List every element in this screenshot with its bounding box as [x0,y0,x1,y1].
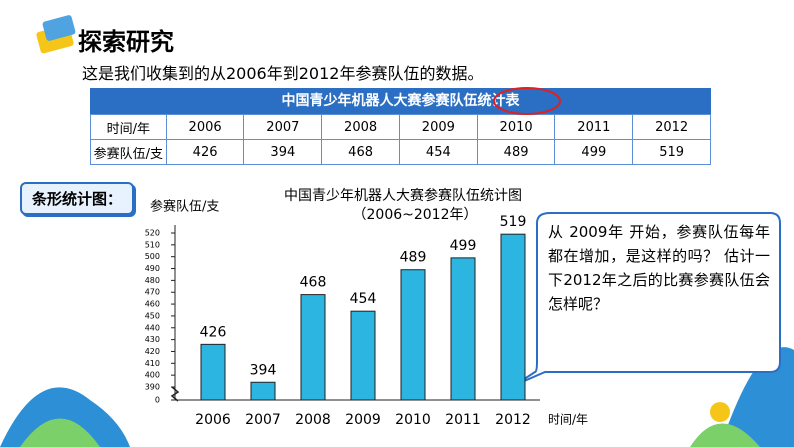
table-cell: 2006 [165,114,245,140]
bar [200,343,226,401]
table-cell: 2007 [243,114,323,140]
y-tick-label: 0 [155,396,160,405]
intro: 这是我们收集到的从2006年到2012年参赛队伍的数据。 [82,64,484,83]
data-label: 519 [500,214,527,230]
table-cell: 参赛队伍/支 [90,139,167,165]
tag: 条形统计图： [20,182,135,215]
data-label: 454 [350,291,377,307]
y-tick-label: 510 [145,240,160,249]
bar [400,269,426,401]
chart-title: 中国青少年机器人大赛参赛队伍统计图 [284,187,522,204]
y-tick-label: 520 [145,229,160,238]
data-label: 468 [300,275,327,291]
y-tick-label: 480 [145,276,160,285]
table-cell: 2011 [554,114,634,140]
bar [450,257,476,401]
x-tick-label: 2012 [495,412,531,428]
data-label: 426 [200,324,227,340]
table-cell: 时间/年 [90,114,167,140]
data-label: 394 [250,362,277,378]
x-tick-label: 2008 [295,412,331,428]
y-tick-label: 470 [145,288,160,297]
bar [300,294,326,401]
y-tick-label: 500 [145,252,160,261]
table-title: 中国青少年机器人大赛参赛队伍统计表 [90,88,711,114]
speech-bubble: 从 2009年 开始，参赛队伍每年都在增加，是这样的吗？ 估计一下2012年之后… [548,223,770,313]
x-tick-label: 2009 [345,412,381,428]
y-tick-label: 460 [145,300,160,309]
x-tick-label: 2010 [395,412,431,428]
y-tick-label: 440 [145,323,160,332]
y-tick-label: 450 [145,311,160,320]
heading: 探索研究 [78,28,174,56]
table: 时间/年 2006 2007 2008 2009 2010 2011 2012 参赛队伍/支 42… [90,114,711,165]
table-cell: 394 [243,139,323,165]
y-tick-label: 490 [145,264,160,273]
table-cell: 519 [632,139,711,165]
table-cell: 489 [476,139,556,165]
x-tick-label: 2006 [195,412,231,428]
y-axis-label: 参赛队伍/支 [150,199,219,215]
bar [500,233,526,401]
y-tick-label: 400 [145,371,160,380]
y-tick-label: 420 [145,347,160,356]
data-label: 489 [400,250,427,266]
chart-subtitle: （2006~2012年） [353,207,478,223]
x-axis-label: 时间/年 [548,413,588,427]
y-tick-label: 410 [145,359,160,368]
table-cell: 2012 [632,114,711,140]
y-tick-label: 390 [145,383,160,392]
bar [350,310,376,401]
table-cell: 468 [321,139,400,165]
y-tick-label: 430 [145,335,160,344]
data-label: 499 [450,238,477,254]
x-tick-label: 2011 [445,412,481,428]
bar [250,381,276,401]
x-tick-label: 2007 [245,412,281,428]
table-cell: 454 [398,139,478,165]
table-cell: 499 [554,139,634,165]
table-row: 参赛队伍/支 426 394 468 454 489 499 519 [90,139,711,165]
